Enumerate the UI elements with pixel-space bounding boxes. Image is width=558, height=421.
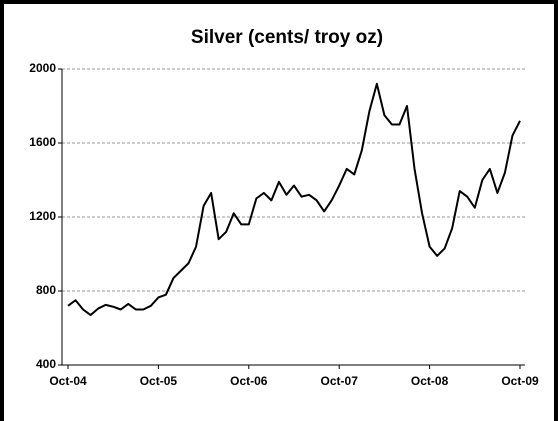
y-tick-label: 1600 [29, 135, 56, 149]
x-tick-label: Oct-07 [321, 374, 359, 388]
x-tick-label: Oct-06 [230, 374, 268, 388]
x-tick-label: Oct-05 [140, 374, 178, 388]
x-tick-label: Oct-04 [49, 374, 87, 388]
chart-title: Silver (cents/ troy oz) [191, 27, 383, 48]
y-tick-label: 1200 [29, 209, 56, 223]
x-tick-label: Oct-08 [411, 374, 449, 388]
y-tick-label: 800 [36, 283, 56, 297]
x-tick-label: Oct-09 [501, 374, 539, 388]
line [67, 82, 521, 317]
y-tick-label: 400 [36, 357, 56, 371]
y-tick-label: 2000 [29, 61, 56, 75]
